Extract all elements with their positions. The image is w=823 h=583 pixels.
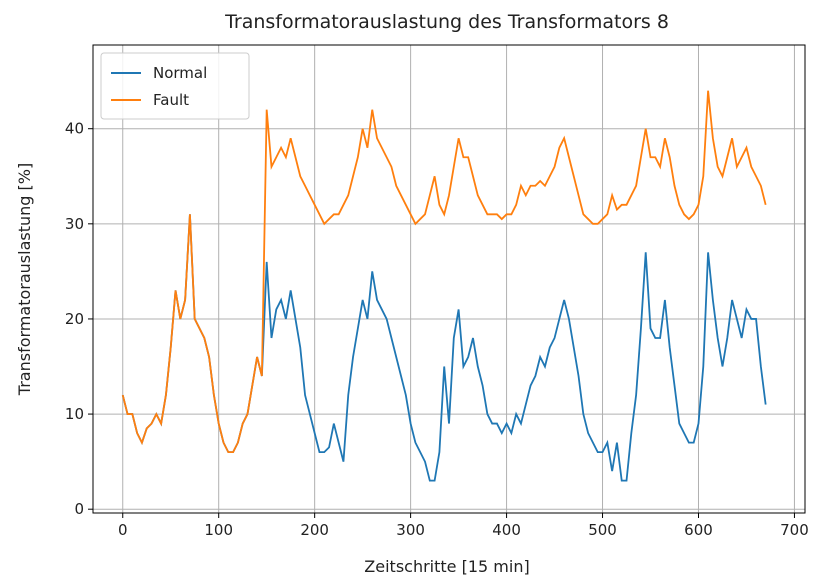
x-tick-label: 700 (780, 521, 809, 539)
legend-label: Fault (153, 91, 189, 109)
line-series (121, 90, 767, 454)
chart-title: Transformatorauslastung des Transformato… (224, 11, 669, 33)
x-tick-label: 600 (684, 521, 713, 539)
legend-label: Normal (153, 64, 207, 82)
y-tick-label: 0 (74, 500, 84, 518)
legend-box (100, 52, 250, 120)
y-tick-label: 10 (65, 405, 84, 423)
x-tick-label: 0 (118, 521, 128, 539)
plot-frame (92, 44, 806, 514)
y-tick-label: 30 (65, 215, 84, 233)
y-tick-label: 40 (65, 120, 84, 138)
x-tick-label: 100 (204, 521, 233, 539)
x-tick-label: 400 (492, 521, 521, 539)
y-tick-label: 20 (65, 310, 84, 328)
x-tick-label: 500 (588, 521, 617, 539)
x-axis-label: Zeitschritte [15 min] (364, 557, 529, 576)
y-axis-label: Transformatorauslastung [%] (15, 163, 34, 396)
x-tick-label: 200 (300, 521, 329, 539)
x-tick-label: 300 (396, 521, 425, 539)
